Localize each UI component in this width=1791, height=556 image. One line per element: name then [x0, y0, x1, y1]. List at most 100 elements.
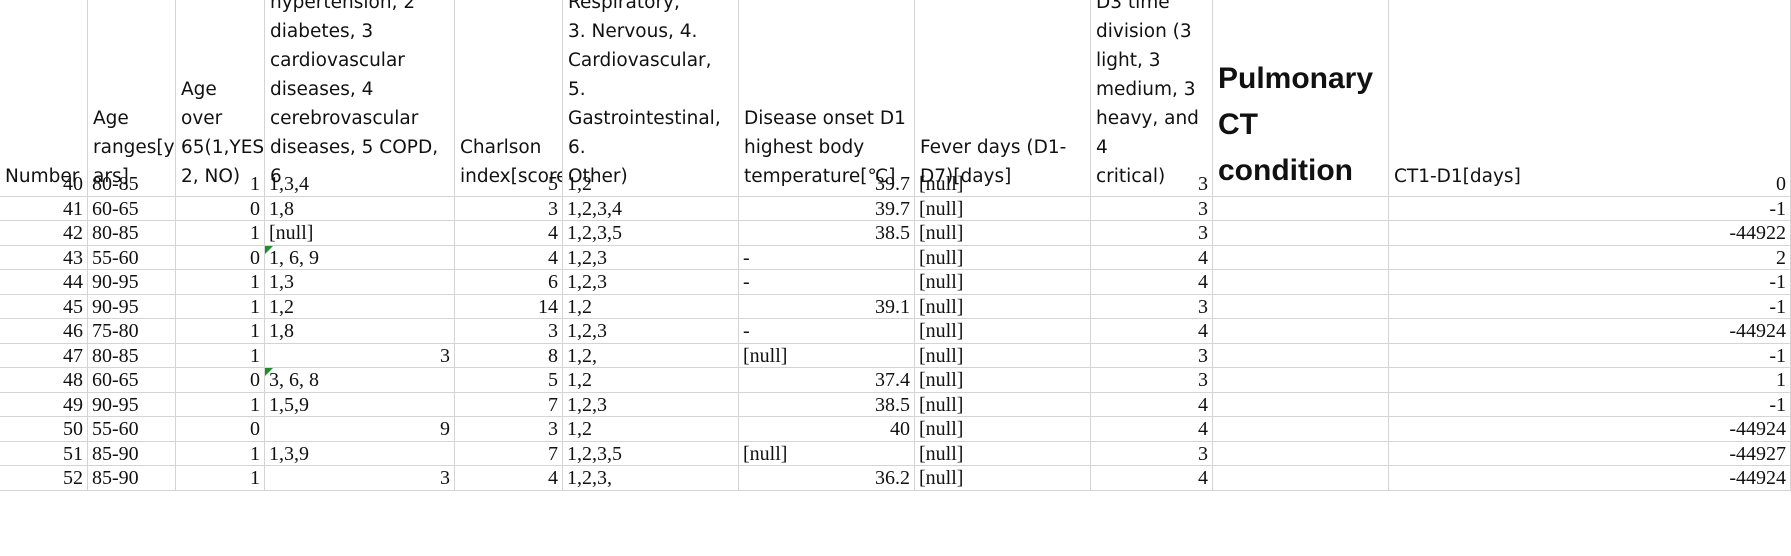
cell-pulmonary-ct[interactable]	[1213, 245, 1389, 270]
cell-symptoms[interactable]: 1,2,3,4	[563, 196, 739, 221]
cell-charlson-index[interactable]: 6	[455, 270, 563, 295]
cell-age-over-65[interactable]: 0	[176, 368, 265, 393]
cell-pulmonary-ct[interactable]	[1213, 196, 1389, 221]
cell-basic-diseases[interactable]: 3	[265, 466, 455, 491]
cell-ct1-d1[interactable]: 0	[1389, 172, 1791, 197]
cell-symptoms[interactable]: 1,2	[563, 417, 739, 442]
cell-age-over-65[interactable]: 1	[176, 221, 265, 246]
cell-age-range[interactable]: 80-85	[88, 172, 176, 197]
cell-ct1-d1[interactable]: -1	[1389, 196, 1791, 221]
cell-fever-days[interactable]: [null]	[915, 368, 1091, 393]
cell-number[interactable]: 52	[0, 466, 88, 491]
header-symptoms[interactable]: Symptoms (1. Whole body, 2. Respiratory,…	[563, 0, 739, 196]
cell-onset-temperature[interactable]: 36.2	[739, 466, 915, 491]
cell-symptoms[interactable]: 1,2,3,5	[563, 221, 739, 246]
cell-onset-temperature[interactable]: 40	[739, 417, 915, 442]
cell-fever-days[interactable]: [null]	[915, 441, 1091, 466]
cell-fever-days[interactable]: [null]	[915, 221, 1091, 246]
cell-fever-days[interactable]: [null]	[915, 245, 1091, 270]
cell-symptoms[interactable]: 1,2,3,	[563, 466, 739, 491]
cell-symptoms[interactable]: 1,2,3	[563, 245, 739, 270]
cell-ct1-d1[interactable]: -44924	[1389, 417, 1791, 442]
cell-age-over-65[interactable]: 1	[176, 294, 265, 319]
cell-age-range[interactable]: 85-90	[88, 466, 176, 491]
cell-d3-division[interactable]: 3	[1091, 441, 1213, 466]
cell-charlson-index[interactable]: 4	[455, 245, 563, 270]
cell-basic-diseases[interactable]: 1,3,4	[265, 172, 455, 197]
cell-d3-division[interactable]: 3	[1091, 221, 1213, 246]
cell-number[interactable]: 40	[0, 172, 88, 197]
cell-age-over-65[interactable]: 0	[176, 196, 265, 221]
cell-d3-division[interactable]: 3	[1091, 172, 1213, 197]
cell-pulmonary-ct[interactable]	[1213, 270, 1389, 295]
cell-ct1-d1[interactable]: 1	[1389, 368, 1791, 393]
cell-age-over-65[interactable]: 1	[176, 343, 265, 368]
header-charlson-index[interactable]: Charlson index[score]	[455, 0, 563, 196]
cell-onset-temperature[interactable]: 39.1	[739, 294, 915, 319]
cell-age-over-65[interactable]: 0	[176, 417, 265, 442]
cell-basic-diseases[interactable]: [null]	[265, 221, 455, 246]
cell-pulmonary-ct[interactable]	[1213, 221, 1389, 246]
cell-age-range[interactable]: 80-85	[88, 343, 176, 368]
cell-d3-division[interactable]: 4	[1091, 417, 1213, 442]
cell-basic-diseases[interactable]: 1,5,9	[265, 392, 455, 417]
cell-charlson-index[interactable]: 14	[455, 294, 563, 319]
cell-charlson-index[interactable]: 3	[455, 196, 563, 221]
cell-symptoms[interactable]: 1,2,3	[563, 319, 739, 344]
cell-d3-division[interactable]: 4	[1091, 245, 1213, 270]
cell-age-range[interactable]: 80-85	[88, 221, 176, 246]
cell-age-range[interactable]: 90-95	[88, 392, 176, 417]
cell-pulmonary-ct[interactable]	[1213, 417, 1389, 442]
cell-onset-temperature[interactable]: 39.7	[739, 172, 915, 197]
cell-age-over-65[interactable]: 0	[176, 245, 265, 270]
header-age-over-65[interactable]: Age over 65(1,YES; 2, NO)	[176, 0, 265, 196]
cell-pulmonary-ct[interactable]	[1213, 172, 1389, 197]
cell-pulmonary-ct[interactable]	[1213, 294, 1389, 319]
cell-number[interactable]: 42	[0, 221, 88, 246]
cell-pulmonary-ct[interactable]	[1213, 368, 1389, 393]
cell-number[interactable]: 41	[0, 196, 88, 221]
header-onset-temperature[interactable]: Disease onset D1 highest body temperatur…	[739, 0, 915, 196]
cell-number[interactable]: 44	[0, 270, 88, 295]
header-pulmonary-ct[interactable]: Pulmonary CT condition	[1213, 0, 1389, 196]
cell-charlson-index[interactable]: 7	[455, 441, 563, 466]
cell-onset-temperature[interactable]: 37.4	[739, 368, 915, 393]
cell-basic-diseases[interactable]: 1,8	[265, 196, 455, 221]
cell-age-range[interactable]: 55-60	[88, 417, 176, 442]
cell-fever-days[interactable]: [null]	[915, 417, 1091, 442]
cell-charlson-index[interactable]: 8	[455, 343, 563, 368]
cell-onset-temperature[interactable]: -	[739, 270, 915, 295]
cell-d3-division[interactable]: 3	[1091, 343, 1213, 368]
cell-age-range[interactable]: 90-95	[88, 294, 176, 319]
cell-age-range[interactable]: 75-80	[88, 319, 176, 344]
cell-symptoms[interactable]: 1,2,	[563, 343, 739, 368]
cell-symptoms[interactable]: 1,2,3,5	[563, 441, 739, 466]
cell-pulmonary-ct[interactable]	[1213, 319, 1389, 344]
cell-d3-division[interactable]: 3	[1091, 294, 1213, 319]
header-basic-diseases[interactable]: Basic diseases (1 hypertension, 2 diabet…	[265, 0, 455, 196]
cell-charlson-index[interactable]: 3	[455, 319, 563, 344]
cell-basic-diseases[interactable]: 3, 6, 8	[265, 368, 455, 393]
cell-number[interactable]: 50	[0, 417, 88, 442]
cell-basic-diseases[interactable]: 1,2	[265, 294, 455, 319]
cell-basic-diseases[interactable]: 1,3	[265, 270, 455, 295]
cell-d3-division[interactable]: 4	[1091, 392, 1213, 417]
cell-age-over-65[interactable]: 1	[176, 270, 265, 295]
cell-number[interactable]: 45	[0, 294, 88, 319]
cell-charlson-index[interactable]: 3	[455, 417, 563, 442]
cell-symptoms[interactable]: 1,2,3	[563, 270, 739, 295]
cell-onset-temperature[interactable]: 38.5	[739, 392, 915, 417]
cell-charlson-index[interactable]: 7	[455, 392, 563, 417]
cell-ct1-d1[interactable]: -44924	[1389, 466, 1791, 491]
cell-onset-temperature[interactable]: [null]	[739, 343, 915, 368]
cell-ct1-d1[interactable]: -1	[1389, 392, 1791, 417]
cell-fever-days[interactable]: [null]	[915, 294, 1091, 319]
cell-age-over-65[interactable]: 1	[176, 319, 265, 344]
cell-ct1-d1[interactable]: -1	[1389, 343, 1791, 368]
cell-charlson-index[interactable]: 4	[455, 466, 563, 491]
cell-symptoms[interactable]: 1,2	[563, 294, 739, 319]
cell-charlson-index[interactable]: 5	[455, 368, 563, 393]
cell-onset-temperature[interactable]: [null]	[739, 441, 915, 466]
cell-age-over-65[interactable]: 1	[176, 466, 265, 491]
cell-onset-temperature[interactable]: -	[739, 319, 915, 344]
